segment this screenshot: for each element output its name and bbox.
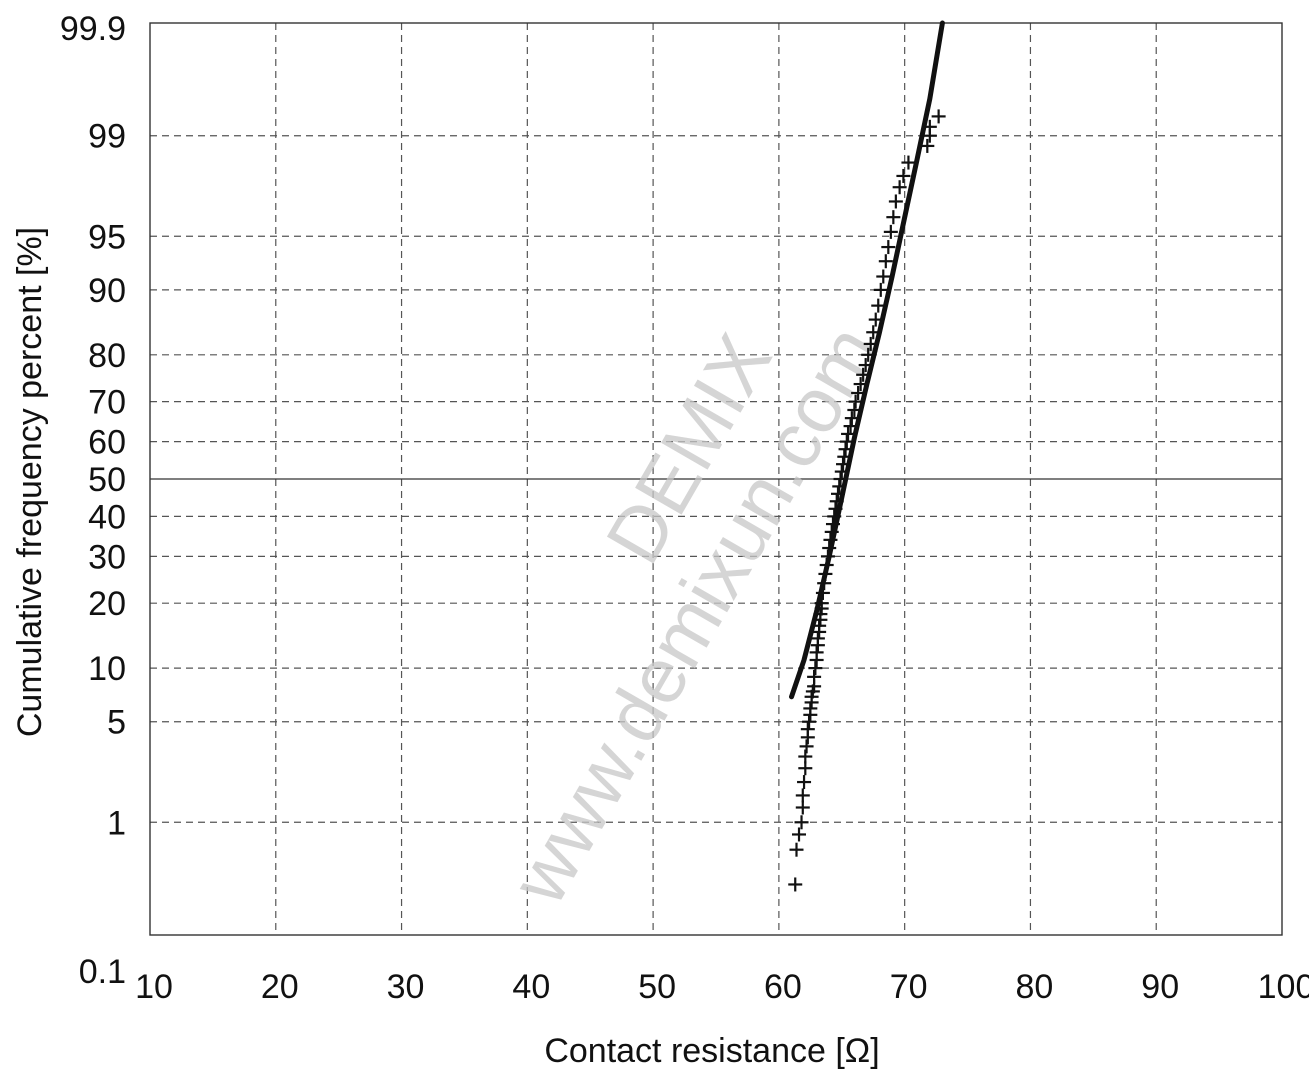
x-tick-label: 30 [387,968,425,1006]
x-tick-label: 40 [512,968,550,1006]
data-point [798,761,813,776]
data-point [841,426,856,441]
data-point [920,138,935,153]
x-tick-labels: 10 20 30 40 50 60 70 80 90 100 [135,968,1309,1006]
data-point [888,194,903,209]
data-point [802,714,817,729]
y-tick-label: 90 [88,272,126,310]
watermark: DEMIX www.demixun.com [493,311,895,919]
data-point [931,109,946,124]
x-tick-label: 80 [1016,968,1054,1006]
x-tick-label: 90 [1141,968,1179,1006]
x-tick-label: 60 [764,968,802,1006]
fit-line [789,20,945,700]
data-points [788,109,946,892]
x-tick-label: 10 [135,968,173,1006]
data-point [795,788,810,803]
y-tick-label: 70 [88,384,126,422]
x-tick-label: 50 [638,968,676,1006]
data-point [901,155,916,170]
y-tick-label: 0.1 [79,953,126,991]
y-tick-label: 5 [107,704,126,742]
data-point [810,631,825,646]
data-point [809,645,824,660]
data-point [896,168,911,183]
data-point [883,224,898,239]
x-tick-label: 100 [1258,968,1309,1006]
data-point [876,269,891,284]
data-point [797,775,812,790]
data-point [792,827,807,842]
x-tick-label: 70 [890,968,928,1006]
fit-line-group [789,20,945,700]
data-point [808,661,823,676]
y-tick-label: 20 [88,585,126,623]
y-tick-label: 40 [88,498,126,536]
y-axis-title: Cumulative frequency percent [%] [11,227,49,737]
data-point [799,739,814,754]
plot-frame [149,22,1283,936]
y-tick-label: 50 [88,461,126,499]
data-point [788,877,803,892]
y-tick-label: 99 [88,118,126,156]
data-point [798,749,813,764]
data-point [886,210,901,225]
y-tick-label: 30 [88,538,126,576]
y-tick-label: 60 [88,424,126,462]
data-point [881,240,896,255]
x-axis-title: Contact resistance [Ω] [544,1032,879,1069]
data-point [800,722,815,737]
data-point [871,298,886,313]
data-point [873,282,888,297]
y-tick-label: 80 [88,337,126,375]
x-tick-label: 20 [261,968,299,1006]
data-point [878,254,893,269]
data-point [892,180,907,195]
data-point [794,815,809,830]
data-point [803,701,818,716]
y-tick-label: 10 [88,650,126,688]
y-tick-label: 99.9 [60,10,126,48]
data-point [795,800,810,815]
y-tick-label: 95 [88,218,126,256]
y-tick-label: 1 [107,804,126,842]
data-point [807,669,822,684]
data-point [789,842,804,857]
